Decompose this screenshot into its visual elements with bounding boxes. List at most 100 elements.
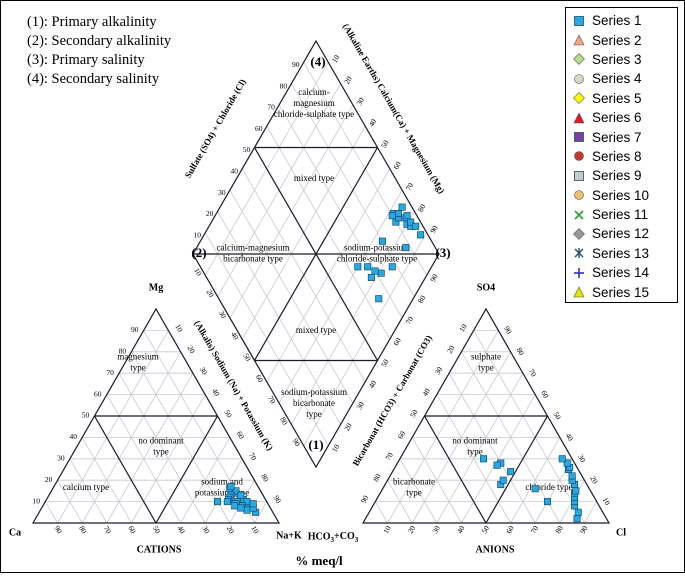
legend-label: Series 8 bbox=[592, 148, 642, 164]
cation-nak-tick-label: 90 bbox=[272, 494, 284, 505]
anion-zone-label: type bbox=[467, 447, 483, 457]
legend-label: Series 15 bbox=[592, 284, 650, 300]
legend-marker-shape bbox=[574, 190, 584, 201]
cation-zone-label: magnesium bbox=[117, 352, 159, 362]
anion-hco3-tick-label: 30 bbox=[433, 365, 445, 376]
legend-marker-asterisk-icon bbox=[574, 248, 584, 259]
cation-nak-tick-label: 50 bbox=[222, 408, 234, 419]
diamond-so4cl-tick-label: 20 bbox=[206, 209, 214, 218]
diamond-sample-point bbox=[354, 263, 362, 271]
anion-cl-tick-label: 90 bbox=[578, 524, 590, 535]
legend-marker-shape bbox=[574, 170, 584, 181]
diamond-sample-point bbox=[375, 295, 383, 303]
cation-gridline bbox=[204, 458, 243, 524]
diamond-sample-point bbox=[403, 212, 411, 220]
note-secondary-salinity: (4): Secondary salinity bbox=[27, 71, 160, 87]
cation-mg-tick-label: 40 bbox=[69, 432, 77, 441]
anion-cl-label: Cl bbox=[616, 527, 626, 538]
legend-item: Series 12 bbox=[572, 224, 673, 243]
legend-item: Series 1 bbox=[572, 11, 673, 30]
anion-sample-point bbox=[574, 508, 582, 516]
cation-ca-tick-label: 80 bbox=[77, 524, 89, 535]
legend-item: Series 3 bbox=[572, 50, 673, 69]
anion-sample-point bbox=[558, 455, 566, 463]
legend-marker-plus-icon bbox=[574, 267, 584, 278]
diamond-sample-point bbox=[377, 269, 385, 277]
anion-co3-subscript: 3 bbox=[355, 536, 359, 544]
anion-hco3-tick-label: 80 bbox=[371, 472, 383, 483]
cation-gridline bbox=[106, 373, 194, 524]
legend-item: Series 9 bbox=[572, 166, 673, 185]
anion-gridline bbox=[411, 351, 511, 524]
anion-zone-label: no dominant bbox=[452, 436, 498, 446]
anion-hco3-tick-label: 10 bbox=[457, 322, 469, 333]
region-mark-secondary-salinity: (4) bbox=[310, 54, 325, 69]
anion-sample-point bbox=[480, 455, 488, 463]
diamond-sample-point bbox=[371, 267, 379, 275]
cation-ca-label: Ca bbox=[9, 527, 21, 538]
diamond-sample-point bbox=[367, 273, 375, 281]
legend-marker-shape bbox=[573, 34, 585, 46]
diamond-zone-label: calcium- bbox=[298, 87, 329, 97]
cation-zone-label: potassium type bbox=[195, 488, 249, 498]
diamond-camg-tick-label: 10 bbox=[330, 53, 342, 64]
diamond-nak-tick-label: 50 bbox=[241, 352, 253, 363]
anion-sample-point bbox=[499, 476, 507, 484]
diamond-hco3-tick-label: 80 bbox=[416, 293, 428, 304]
cation-mg-tick-label: 60 bbox=[94, 389, 102, 398]
legend-label: Series 10 bbox=[592, 187, 650, 203]
region-mark-primary-salinity: (3) bbox=[435, 245, 450, 260]
anion-cl-tick-label: 60 bbox=[504, 524, 516, 535]
cation-nak-tick-label: 80 bbox=[259, 472, 271, 483]
anion-cl-tick-label: 50 bbox=[480, 524, 492, 535]
cation-ca-tick-label: 20 bbox=[225, 524, 237, 535]
anion-co3-label: +CO bbox=[334, 531, 355, 542]
region-notes: (1): Primary alkalinity (2): Secondary a… bbox=[27, 13, 171, 89]
diamond-hco3-tick-label: 20 bbox=[342, 421, 354, 432]
cation-mg-tick-label: 20 bbox=[45, 475, 53, 484]
cation-nak-label: Na+K bbox=[276, 530, 302, 541]
anion-sample-point bbox=[493, 461, 501, 469]
anion-sample-point bbox=[568, 472, 576, 480]
legend-marker-shape bbox=[573, 111, 585, 123]
diamond-zone-label: type bbox=[306, 409, 322, 419]
legend-label: Series 13 bbox=[592, 245, 650, 261]
legend-label: Series 9 bbox=[592, 168, 642, 184]
anion-zone-label: sulphate bbox=[471, 352, 501, 362]
legend-marker-square-icon bbox=[574, 15, 584, 26]
legend-marker-shape bbox=[574, 151, 584, 162]
cation-gridline bbox=[69, 458, 108, 524]
note-primary-salinity: (3): Primary salinity bbox=[27, 52, 145, 68]
diamond-nak-tick-label: 30 bbox=[217, 309, 229, 320]
legend-marker-circle-icon bbox=[574, 190, 584, 201]
diamond-camg-tick-label: 70 bbox=[404, 181, 416, 192]
diamond-nak-tick-label: 20 bbox=[205, 288, 217, 299]
diamond-camg-tick-label: 50 bbox=[379, 138, 391, 149]
diamond-sample-point bbox=[407, 218, 415, 226]
diamond-sample-point bbox=[378, 237, 386, 245]
legend-marker-shape bbox=[574, 15, 584, 26]
cation-gridline bbox=[81, 351, 181, 524]
diamond-zone-label: sodium-potassium bbox=[281, 387, 347, 397]
diamond-sample-point bbox=[388, 212, 396, 220]
diamond-zone-label: bicarbonate bbox=[293, 398, 335, 408]
diamond-hco3-tick-label: 90 bbox=[428, 272, 440, 283]
diamond-camg-tick-label: 20 bbox=[342, 74, 354, 85]
cation-zone-label: calcium type bbox=[63, 482, 109, 492]
legend-marker-diamond-icon bbox=[573, 53, 585, 66]
legend-label: Series 3 bbox=[592, 51, 642, 67]
diamond-zone-label: calcium-magnesium bbox=[217, 243, 290, 253]
diamond-nak-tick-label: 70 bbox=[266, 394, 278, 405]
note-secondary-alkalinity: (2): Secondary alkalinity bbox=[27, 33, 172, 49]
diamond-sample-point bbox=[364, 263, 372, 271]
anion-hco3-tick-label: 40 bbox=[420, 386, 432, 397]
cation-zone-line bbox=[155, 415, 219, 524]
cation-zone-label: no dominant bbox=[138, 436, 184, 446]
legend-marker-diamond-icon bbox=[573, 92, 585, 105]
diamond-hco3-tick-label: 40 bbox=[367, 379, 379, 390]
anion-sample-point bbox=[543, 498, 551, 506]
diamond-right-upper-axis-title: (Alkaline Earths) Calcium(Ca) + Magnesiu… bbox=[341, 22, 447, 195]
cation-mg-tick-label: 70 bbox=[106, 368, 114, 377]
region-mark-secondary-alkalinity: (2) bbox=[191, 245, 206, 260]
